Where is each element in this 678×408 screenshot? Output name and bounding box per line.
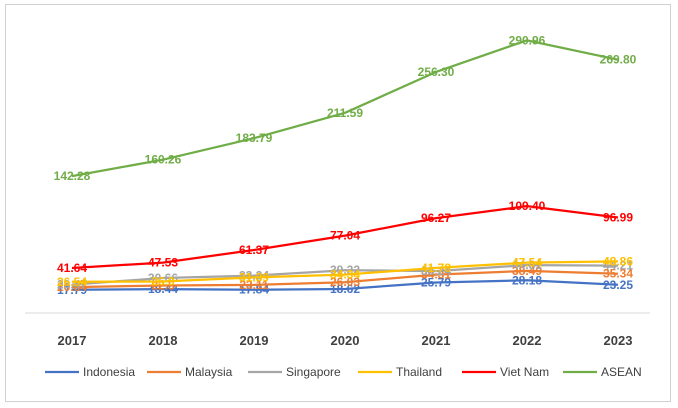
data-label-thailand-2023: 48.86: [603, 254, 633, 268]
data-label-indonesia-2019: 17.84: [239, 283, 269, 297]
data-label-malaysia-2020: 26.03: [330, 275, 360, 289]
series-line-asean: [71, 39, 619, 178]
x-tick-label-2017: 2017: [58, 333, 87, 348]
data-label-singapore-2019: 33.24: [239, 269, 269, 283]
legend-label-viet-nam: Viet Nam: [500, 365, 549, 379]
data-label-viet-nam-2019: 61.37: [239, 243, 269, 257]
legend-label-thailand: Thailand: [396, 365, 442, 379]
data-label-malaysia-2019: 23.11: [239, 278, 269, 292]
legend-label-malaysia: Malaysia: [185, 365, 233, 379]
x-tick-label-2022: 2022: [513, 333, 542, 348]
data-label-viet-nam-2020: 77.04: [330, 229, 360, 243]
data-label-thailand-2019: 31.39: [239, 270, 269, 284]
series-line-thailand: [71, 260, 619, 283]
data-label-asean-2017: 142.28: [54, 169, 91, 183]
x-tick-label-2020: 2020: [331, 333, 360, 348]
data-label-viet-nam-2018: 47.53: [148, 256, 178, 270]
series-line-indonesia: [71, 279, 619, 291]
data-label-viet-nam-2022: 109.40: [509, 199, 546, 213]
series-line-viet-nam: [71, 204, 619, 270]
data-label-viet-nam-2021: 96.27: [421, 211, 451, 225]
x-tick-label-2019: 2019: [240, 333, 269, 348]
data-label-asean-2019: 183.79: [236, 131, 273, 145]
data-label-viet-nam-2017: 41.64: [57, 261, 87, 275]
data-label-asean-2021: 256.30: [418, 65, 455, 79]
legend-label-indonesia: Indonesia: [83, 365, 135, 379]
data-label-viet-nam-2023: 96.99: [603, 210, 633, 224]
data-label-malaysia-2022: 38.49: [512, 264, 542, 278]
data-label-thailand-2018: 26.9: [151, 274, 175, 288]
series-line-singapore: [71, 263, 619, 286]
data-label-thailand-2017: 26.54: [57, 275, 87, 289]
data-label-asean-2023: 269.80: [600, 53, 637, 67]
x-tick-label-2018: 2018: [149, 333, 178, 348]
x-tick-label-2023: 2023: [604, 333, 633, 348]
x-tick-label-2021: 2021: [422, 333, 451, 348]
series-line-malaysia: [71, 269, 619, 289]
chart-frame: [5, 4, 671, 402]
data-label-thailand-2020: 34.34: [330, 268, 360, 282]
data-label-asean-2018: 160.26: [145, 153, 182, 167]
data-label-thailand-2021: 41.78: [421, 261, 451, 275]
data-label-asean-2020: 211.59: [327, 106, 363, 120]
data-label-indonesia-2021: 25.79: [421, 275, 451, 289]
data-label-malaysia-2023: 35.34: [603, 267, 633, 281]
data-label-indonesia-2023: 23.25: [603, 278, 633, 292]
data-label-indonesia-2020: 18.62: [330, 282, 360, 296]
legend-label-asean: ASEAN: [601, 365, 642, 379]
data-label-asean-2022: 290.96: [509, 33, 546, 47]
data-label-indonesia-2022: 28.18: [512, 273, 542, 287]
data-label-thailand-2022: 47.54: [512, 256, 542, 270]
legend-label-singapore: Singapore: [286, 365, 341, 379]
